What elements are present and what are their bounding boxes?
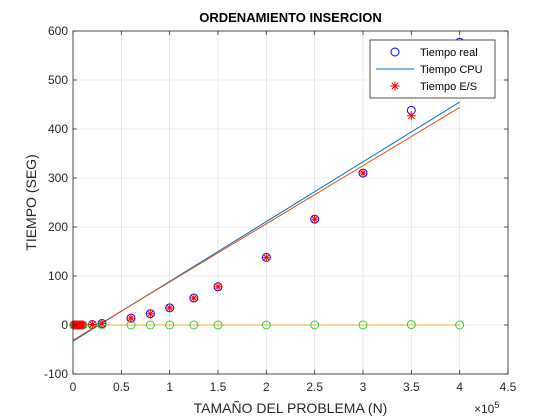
asterisk-marker [98, 319, 107, 328]
asterisk-marker [310, 215, 319, 224]
x-axis-exponent-power: 5 [494, 400, 499, 410]
x-axis-exponent-base: ×10 [474, 402, 495, 416]
y-axis-label: TIEMPO (SEG) [23, 154, 39, 250]
y-tick-label: 600 [48, 24, 68, 38]
x-tick-label: 3.5 [403, 380, 420, 394]
x-axis-label: TAMAÑO DEL PROBLEMA (N) [194, 400, 388, 416]
legend-label: Tiempo CPU [420, 64, 483, 76]
y-tick-label: 100 [48, 269, 68, 283]
asterisk-marker [359, 169, 368, 178]
y-tick-label: 400 [48, 122, 68, 136]
x-tick-label: 3 [360, 380, 367, 394]
y-tick-label: -100 [44, 367, 68, 381]
x-tick-label: 1.5 [210, 380, 227, 394]
x-tick-label: 2.5 [306, 380, 323, 394]
x-tick-label: 0 [70, 380, 77, 394]
asterisk-marker [146, 309, 155, 318]
x-tick-label: 4 [456, 380, 463, 394]
asterisk-marker [127, 314, 136, 323]
asterisk-marker [214, 282, 223, 291]
chart-title: ORDENAMIENTO INSERCION [199, 10, 382, 25]
asterisk-marker [262, 253, 271, 262]
y-tick-label: 200 [48, 220, 68, 234]
asterisk-marker [189, 294, 198, 303]
legend-label: Tiempo E/S [420, 81, 477, 93]
x-tick-label: 0.5 [113, 380, 130, 394]
y-tick-label: 0 [61, 318, 68, 332]
legend-label: Tiempo real [420, 47, 478, 59]
y-tick-label: 300 [48, 171, 68, 185]
legend: Tiempo real Tiempo CPU Tiempo E/S [370, 40, 495, 98]
asterisk-marker [391, 82, 400, 91]
x-tick-label: 2 [263, 380, 270, 394]
y-tick-label: 500 [48, 73, 68, 87]
x-tick-label: 1 [166, 380, 173, 394]
asterisk-marker [165, 303, 174, 312]
x-tick-label: 4.5 [500, 380, 517, 394]
